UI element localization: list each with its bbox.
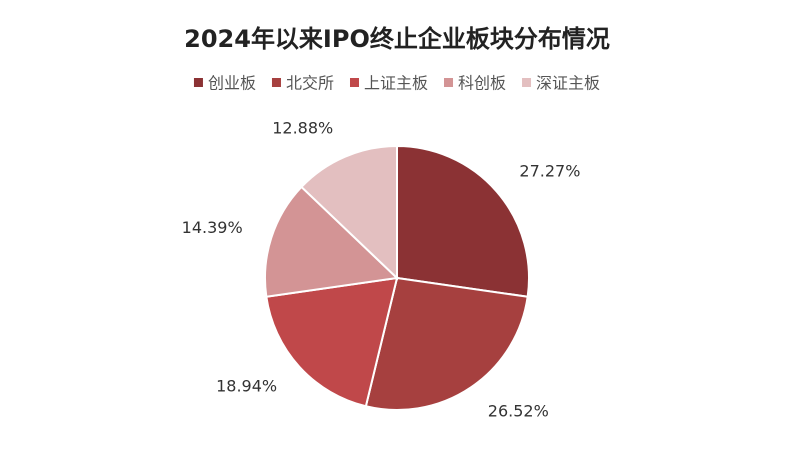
pie-slice <box>396 144 530 298</box>
legend-label: 科创板 <box>458 74 506 93</box>
legend-label: 创业板 <box>208 74 256 93</box>
legend-swatch <box>444 78 454 87</box>
data-label: 26.52% <box>488 402 549 421</box>
pie-slice <box>300 144 398 281</box>
legend-swatch <box>271 78 281 87</box>
legend-swatch <box>193 78 203 87</box>
data-label: 27.27% <box>519 161 580 180</box>
data-label: 12.88% <box>272 119 333 138</box>
legend-label: 北交所 <box>286 74 334 93</box>
pie-slice <box>265 276 399 408</box>
chart-title: 2024年以来IPO终止企业板块分布情况 <box>184 25 610 53</box>
data-label: 14.39% <box>182 218 243 237</box>
pie-slice <box>264 185 400 298</box>
legend-label: 深证主板 <box>536 74 600 93</box>
legend-label: 上证主板 <box>364 74 428 93</box>
legend-swatch <box>349 78 359 87</box>
data-label: 18.94% <box>216 376 277 395</box>
legend-swatch <box>522 78 532 87</box>
pie-slice <box>364 276 529 411</box>
